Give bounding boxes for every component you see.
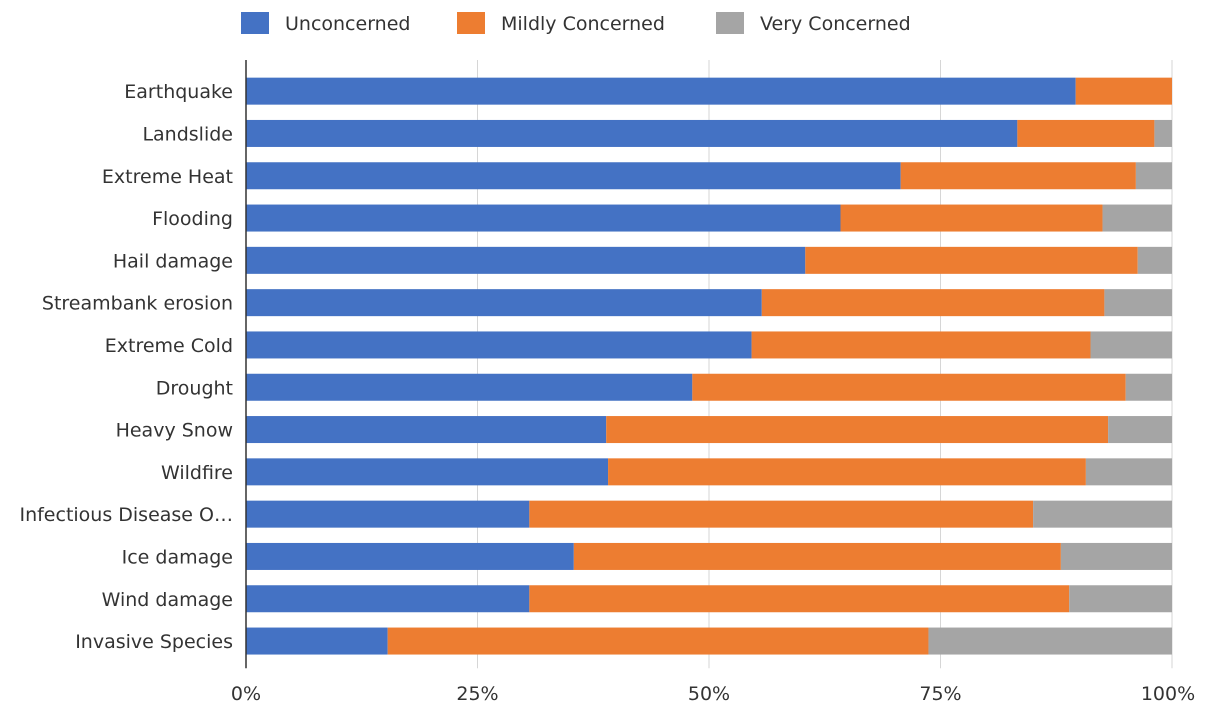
category-label: Earthquake <box>124 81 233 103</box>
category-label: Heavy Snow <box>116 420 233 442</box>
x-tick-label: 100% <box>1141 683 1195 704</box>
bar-segment <box>246 542 574 570</box>
bar-segment <box>246 627 388 655</box>
bar-segment <box>246 77 1076 105</box>
category-label: Ice damage <box>122 546 233 568</box>
bar-segment <box>529 500 1034 528</box>
bar-segment <box>1108 416 1172 444</box>
bar-segment <box>1017 119 1155 147</box>
bars <box>246 77 1172 655</box>
bar-segment <box>246 246 806 274</box>
bar-segment <box>246 289 762 317</box>
category-label: Wildfire <box>161 462 233 484</box>
category-label: Landslide <box>142 123 233 145</box>
legend-swatch <box>716 12 744 34</box>
bar-segment <box>1085 458 1172 486</box>
category-label: Hail damage <box>113 250 233 272</box>
bar-segment <box>246 162 901 190</box>
bar-segment <box>529 585 1070 613</box>
category-label: Drought <box>156 377 233 399</box>
category-label: Flooding <box>152 208 233 230</box>
legend-label: Mildly Concerned <box>501 13 665 35</box>
legend-label: Unconcerned <box>285 13 410 35</box>
bar-segment <box>246 500 530 528</box>
bar-segment <box>246 204 841 232</box>
category-label: Streambank erosion <box>42 293 233 315</box>
bar-segment <box>608 458 1086 486</box>
x-tick-label: 0% <box>231 683 261 704</box>
bar-segment <box>928 627 1172 655</box>
category-label: Invasive Species <box>75 631 233 653</box>
category-label: Wind damage <box>102 589 233 611</box>
legend-swatch <box>457 12 485 34</box>
bar-segment <box>246 585 530 613</box>
bar-segment <box>761 289 1105 317</box>
category-label: Extreme Heat <box>102 166 233 188</box>
bar-segment <box>246 373 693 401</box>
bar-segment <box>1033 500 1172 528</box>
bar-segment <box>246 119 1018 147</box>
bar-segment <box>1125 373 1172 401</box>
bar-segment <box>246 331 752 359</box>
legend-label: Very Concerned <box>760 13 911 35</box>
bar-segment <box>1104 289 1172 317</box>
bar-segment <box>692 373 1126 401</box>
legend-swatch <box>241 12 269 34</box>
legend: Unconcerned Mildly Concerned Very Concerne… <box>241 12 911 35</box>
bar-segment <box>1075 77 1172 105</box>
gridlines <box>477 60 1173 669</box>
x-tick-label: 25% <box>456 683 498 704</box>
bar-segment <box>1102 204 1172 232</box>
bar-segment <box>246 416 607 444</box>
bar-segment <box>751 331 1091 359</box>
bar-segment <box>900 162 1136 190</box>
bar-segment <box>1137 246 1172 274</box>
bar-segment <box>840 204 1103 232</box>
category-label: Extreme Cold <box>105 335 233 357</box>
x-tick-labels: 0% 25% 50% 75% 100% <box>231 683 1195 705</box>
bar-segment <box>1069 585 1172 613</box>
bar-segment <box>805 246 1138 274</box>
bar-segment <box>573 542 1061 570</box>
bar-segment <box>1154 119 1172 147</box>
bar-segment <box>1060 542 1172 570</box>
x-tick-label: 75% <box>919 683 961 704</box>
x-tick-label: 50% <box>688 683 730 704</box>
bar-segment <box>1090 331 1172 359</box>
category-labels: Earthquake Landslide Extreme Heat Flooding H… <box>19 81 233 653</box>
category-label: Infectious Disease O… <box>19 504 233 526</box>
bar-segment <box>246 458 609 486</box>
bar-segment <box>606 416 1109 444</box>
bar-segment <box>387 627 929 655</box>
bar-segment <box>1135 162 1172 190</box>
